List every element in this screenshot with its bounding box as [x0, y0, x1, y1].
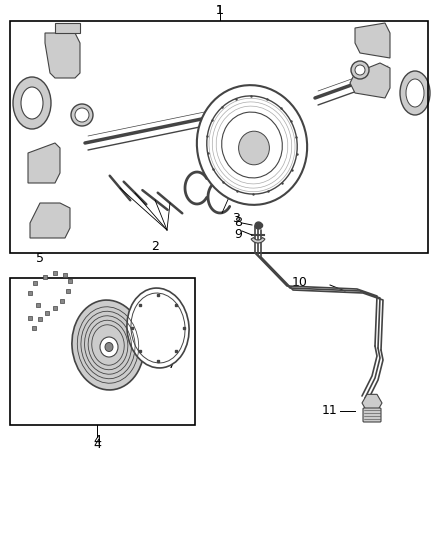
Polygon shape: [55, 23, 80, 33]
Ellipse shape: [72, 300, 144, 390]
Ellipse shape: [406, 79, 424, 107]
Bar: [10, 278, 195, 425]
Text: 3: 3: [232, 212, 240, 224]
Text: 1: 1: [216, 4, 224, 17]
Ellipse shape: [207, 96, 297, 194]
Ellipse shape: [71, 104, 93, 126]
Ellipse shape: [21, 87, 43, 119]
Text: 1: 1: [216, 4, 224, 17]
Text: 4: 4: [93, 434, 101, 448]
Ellipse shape: [222, 112, 283, 178]
Ellipse shape: [197, 85, 307, 205]
Polygon shape: [350, 63, 390, 98]
Ellipse shape: [239, 131, 269, 165]
Text: 5: 5: [36, 252, 44, 264]
Polygon shape: [28, 143, 60, 183]
FancyBboxPatch shape: [363, 408, 381, 422]
Ellipse shape: [131, 293, 185, 363]
Polygon shape: [45, 33, 80, 78]
Text: 2: 2: [151, 239, 159, 253]
Bar: [10, 21, 428, 253]
Polygon shape: [355, 23, 390, 58]
Text: 11: 11: [322, 405, 338, 417]
Text: 7: 7: [168, 359, 176, 372]
Ellipse shape: [351, 61, 369, 79]
Text: 9: 9: [234, 228, 242, 240]
Polygon shape: [30, 203, 70, 238]
Text: 8: 8: [234, 215, 242, 229]
Wedge shape: [251, 238, 265, 243]
Ellipse shape: [100, 337, 118, 357]
Ellipse shape: [13, 77, 51, 129]
Text: 10: 10: [292, 277, 308, 289]
Ellipse shape: [355, 65, 365, 75]
Ellipse shape: [75, 108, 89, 122]
Ellipse shape: [105, 343, 113, 351]
Text: 6: 6: [114, 364, 122, 376]
Ellipse shape: [400, 71, 430, 115]
Ellipse shape: [127, 288, 189, 368]
Text: 4: 4: [93, 439, 101, 451]
